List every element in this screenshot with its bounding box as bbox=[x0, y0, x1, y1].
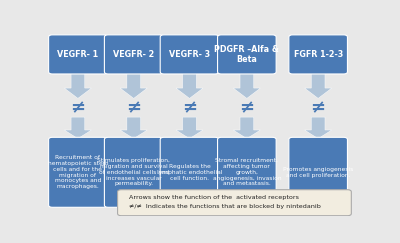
FancyBboxPatch shape bbox=[218, 137, 276, 207]
FancyBboxPatch shape bbox=[160, 137, 219, 207]
Text: PDGFR –Alfa &
Beta: PDGFR –Alfa & Beta bbox=[214, 45, 279, 64]
Polygon shape bbox=[176, 73, 203, 98]
FancyBboxPatch shape bbox=[104, 137, 163, 207]
Polygon shape bbox=[120, 117, 147, 139]
FancyBboxPatch shape bbox=[289, 137, 348, 207]
Text: ≠: ≠ bbox=[310, 99, 326, 117]
Text: Arrows show the function of the  activated receptors: Arrows show the function of the activate… bbox=[129, 195, 299, 200]
Text: VEGFR- 1: VEGFR- 1 bbox=[57, 50, 98, 59]
Polygon shape bbox=[64, 73, 92, 98]
Polygon shape bbox=[304, 117, 332, 139]
FancyBboxPatch shape bbox=[49, 137, 107, 207]
Polygon shape bbox=[233, 73, 260, 98]
FancyBboxPatch shape bbox=[104, 35, 163, 74]
FancyBboxPatch shape bbox=[118, 190, 351, 216]
Text: VEGFR- 2: VEGFR- 2 bbox=[113, 50, 154, 59]
Text: ≠: ≠ bbox=[126, 99, 141, 117]
FancyBboxPatch shape bbox=[49, 35, 107, 74]
Text: Stromal recruitment,
affecting tumor
growth,
angiogenesis, invasion
and metastas: Stromal recruitment, affecting tumor gro… bbox=[212, 158, 281, 186]
Text: FGFR 1-2-3: FGFR 1-2-3 bbox=[294, 50, 343, 59]
Text: ≠: ≠ bbox=[182, 99, 197, 117]
Polygon shape bbox=[304, 73, 332, 98]
Polygon shape bbox=[64, 117, 92, 139]
Text: Recruitment of
hematopoietic stem
cells and for the
migration of
monocytes and
m: Recruitment of hematopoietic stem cells … bbox=[48, 155, 108, 189]
Text: ≠: ≠ bbox=[70, 99, 86, 117]
Text: ≠/≠  Indicates the functions that are blocked by nintedanib: ≠/≠ Indicates the functions that are blo… bbox=[129, 204, 321, 209]
FancyBboxPatch shape bbox=[218, 35, 276, 74]
Text: ≠: ≠ bbox=[239, 99, 254, 117]
Polygon shape bbox=[176, 117, 203, 139]
Polygon shape bbox=[233, 117, 260, 139]
FancyBboxPatch shape bbox=[289, 35, 348, 74]
Text: Promotes angiogenesis
and cell proliferation.: Promotes angiogenesis and cell prolifera… bbox=[283, 167, 353, 178]
FancyBboxPatch shape bbox=[160, 35, 219, 74]
Polygon shape bbox=[120, 73, 147, 98]
Text: VEGFR- 3: VEGFR- 3 bbox=[169, 50, 210, 59]
Text: Stimulates proliferation,
migration and survival
of endothelial cells and
increa: Stimulates proliferation, migration and … bbox=[97, 158, 170, 186]
Text: Regulates the
lymphatic endothelial
cell function.: Regulates the lymphatic endothelial cell… bbox=[157, 164, 222, 181]
